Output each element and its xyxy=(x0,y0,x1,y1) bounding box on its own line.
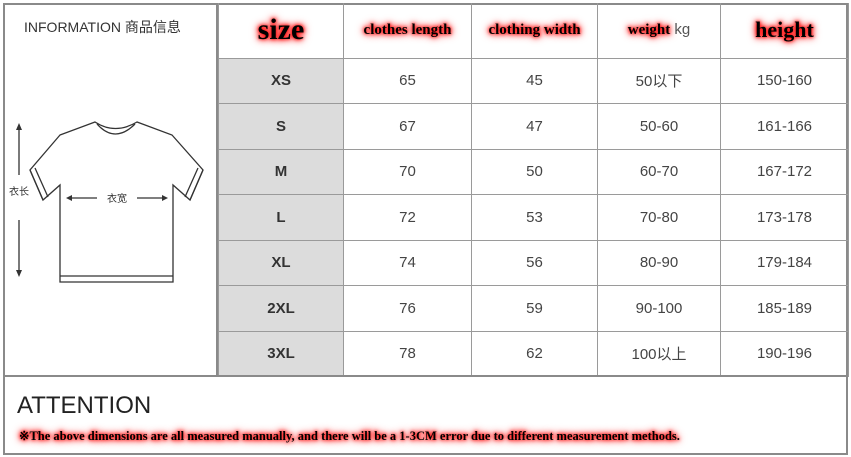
weight-cell: 60-70 xyxy=(597,148,721,195)
size-cell: XL xyxy=(218,239,344,286)
size-table: size clothes length clothing width weigh… xyxy=(218,3,849,377)
length-label: 衣长 xyxy=(9,185,29,198)
header-weight: weight kg xyxy=(597,3,721,59)
table-row: 3XL 78 62 100以上 190-196 xyxy=(218,330,849,377)
width-cell: 45 xyxy=(471,57,598,104)
attention-note: ※The above dimensions are all measured m… xyxy=(19,429,680,443)
height-cell: 161-166 xyxy=(720,103,849,150)
size-cell: 3XL xyxy=(218,330,344,377)
length-cell: 65 xyxy=(343,57,472,104)
header-length: clothes length xyxy=(343,3,472,59)
size-cell: XS xyxy=(218,57,344,104)
width-cell: 50 xyxy=(471,148,598,195)
info-label: INFORMATION 商品信息 xyxy=(24,19,181,35)
width-label: 衣宽 xyxy=(107,192,127,205)
table-row: S 67 47 50-60 161-166 xyxy=(218,103,849,150)
header-size: size xyxy=(218,3,344,59)
width-cell: 53 xyxy=(471,194,598,241)
length-cell: 70 xyxy=(343,148,472,195)
length-cell: 78 xyxy=(343,330,472,377)
header-height: height xyxy=(720,3,849,59)
height-cell: 167-172 xyxy=(720,148,849,195)
width-cell: 59 xyxy=(471,285,598,332)
weight-cell: 80-90 xyxy=(597,239,721,286)
table-row: M 70 50 60-70 167-172 xyxy=(218,148,849,195)
table-row: L 72 53 70-80 173-178 xyxy=(218,194,849,241)
width-cell: 47 xyxy=(471,103,598,150)
weight-cell: 90-100 xyxy=(597,285,721,332)
height-cell: 190-196 xyxy=(720,330,849,377)
table-row: 2XL 76 59 90-100 185-189 xyxy=(218,285,849,332)
height-cell: 173-178 xyxy=(720,194,849,241)
header-row: size clothes length clothing width weigh… xyxy=(218,3,849,59)
header-width: clothing width xyxy=(471,3,598,59)
size-cell: 2XL xyxy=(218,285,344,332)
size-cell: M xyxy=(218,148,344,195)
length-cell: 67 xyxy=(343,103,472,150)
table-row: XL 74 56 80-90 179-184 xyxy=(218,239,849,286)
weight-cell: 100以上 xyxy=(597,330,721,377)
table-row: XS 65 45 50以下 150-160 xyxy=(218,57,849,104)
weight-cell: 50以下 xyxy=(597,57,721,104)
weight-cell: 50-60 xyxy=(597,103,721,150)
length-cell: 76 xyxy=(343,285,472,332)
weight-cell: 70-80 xyxy=(597,194,721,241)
length-cell: 72 xyxy=(343,194,472,241)
info-panel xyxy=(3,3,218,375)
width-cell: 56 xyxy=(471,239,598,286)
length-cell: 74 xyxy=(343,239,472,286)
height-cell: 179-184 xyxy=(720,239,849,286)
attention-title: ATTENTION xyxy=(17,392,152,419)
size-cell: S xyxy=(218,103,344,150)
tshirt-diagram-icon: 衣长 衣宽 xyxy=(9,121,204,283)
height-cell: 150-160 xyxy=(720,57,849,104)
attention-section: ATTENTION ※The above dimensions are all … xyxy=(3,375,848,455)
height-cell: 185-189 xyxy=(720,285,849,332)
width-cell: 62 xyxy=(471,330,598,377)
size-cell: L xyxy=(218,194,344,241)
